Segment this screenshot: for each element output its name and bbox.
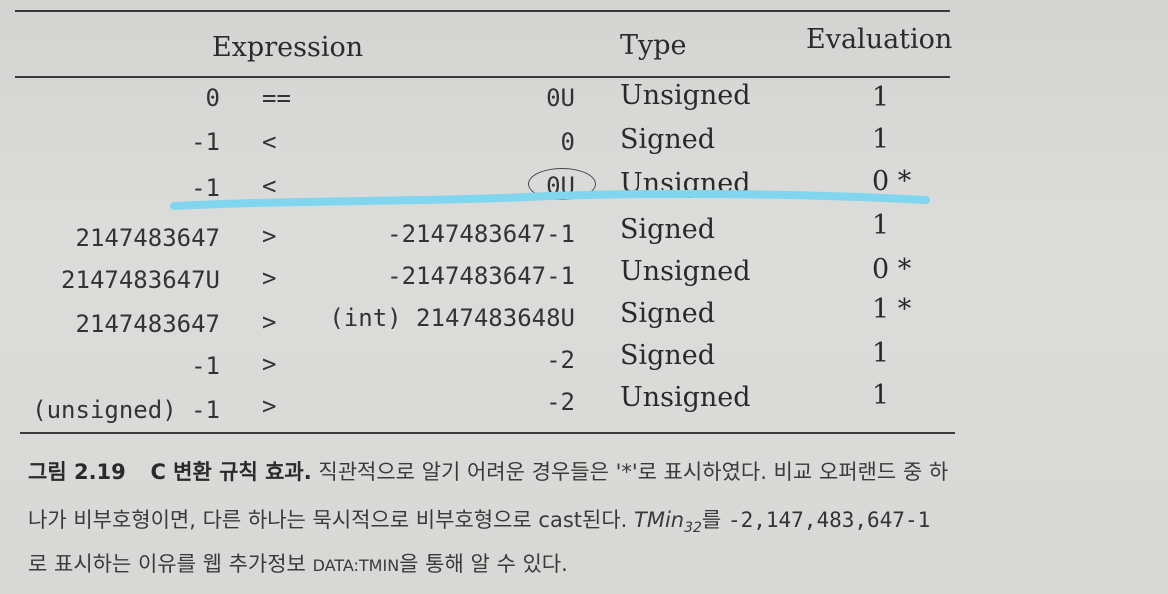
type-cell: Signed (620, 298, 716, 329)
left-operand: -1 (191, 352, 220, 380)
table-top-rule (15, 10, 950, 12)
type-cell: Signed (620, 124, 716, 155)
caption-text: 을 통해 알 수 있다. (399, 552, 568, 576)
evaluation-cell: 0 * (872, 254, 912, 285)
type-cell: Signed (620, 214, 716, 245)
web-reference: DATA:TMIN (312, 556, 400, 575)
table-row: 2147483647U > -2147483647-1 Unsigned 0 * (0, 254, 1000, 302)
evaluation-cell: 1 (872, 124, 890, 155)
left-operand: 2147483647 (75, 310, 221, 338)
figure-label: 그림 2.19 (28, 460, 126, 484)
table-row: -1 > -2 Signed 1 (0, 338, 1000, 390)
right-operand: -2 (546, 388, 575, 416)
left-operand: 2147483647U (61, 266, 220, 294)
right-operand: -2147483647-1 (387, 220, 575, 248)
type-cell: Unsigned (620, 80, 751, 111)
header-type: Type (620, 30, 687, 61)
right-operand: -2147483647-1 (387, 262, 575, 290)
operator: == (262, 84, 291, 112)
evaluation-cell: 1 (872, 338, 890, 369)
figure-title: C 변환 규칙 효과. (150, 460, 312, 484)
left-operand: -1 (191, 128, 220, 156)
table-row: 0 == 0U Unsigned 1 (0, 80, 1000, 126)
operator: > (262, 392, 277, 420)
header-evaluation: Evaluation (806, 24, 953, 55)
caption-text: 나가 비부호형이면, 다른 하나는 묵시적으로 비부호형으로 cast된다. (28, 508, 628, 532)
operator: > (262, 222, 277, 250)
figure-caption-line-1: 그림 2.19 C 변환 규칙 효과. 직관적으로 알기 어려운 경우들은 '*… (28, 456, 1168, 486)
caption-text: 로 표시하는 이유를 웹 추가정보 (28, 552, 306, 576)
table-bottom-rule (20, 432, 955, 434)
operator: > (262, 308, 277, 336)
type-cell: Unsigned (620, 382, 751, 413)
left-operand: (unsigned) -1 (32, 396, 220, 424)
operator: < (262, 172, 277, 200)
right-operand: (int) 2147483648U (329, 304, 575, 332)
right-operand: 0 (560, 128, 575, 156)
table-row: 2147483647 > -2147483647-1 Signed 1 (0, 210, 1000, 258)
table-row: 2147483647 > (int) 2147483648U Signed 1 … (0, 294, 1000, 346)
operator: > (262, 350, 277, 378)
operator: < (262, 128, 277, 156)
right-operand: -2 (546, 346, 575, 374)
right-operand: 0U (546, 84, 575, 112)
operator: > (262, 264, 277, 292)
table-header-rule (15, 76, 950, 78)
table-row: (unsigned) -1 > -2 Unsigned 1 (0, 380, 1000, 434)
caption-text: 를 (701, 508, 722, 532)
tmin-symbol: TMin (634, 508, 685, 532)
evaluation-cell: 1 (872, 380, 890, 411)
type-cell: Unsigned (620, 256, 751, 287)
left-operand: 0 (205, 84, 220, 112)
type-cell: Signed (620, 340, 716, 371)
evaluation-cell: 1 (872, 210, 890, 241)
figure-caption-line-3: 로 표시하는 이유를 웹 추가정보 DATA:TMIN을 통해 알 수 있다. (28, 548, 1168, 578)
caption-text: 직관적으로 알기 어려운 경우들은 '*'로 표시하였다. 비교 오퍼랜드 중 … (318, 460, 949, 484)
left-operand: -1 (191, 174, 220, 202)
figure-caption-line-2: 나가 비부호형이면, 다른 하나는 묵시적으로 비부호형으로 cast된다. T… (28, 504, 1168, 536)
tmin-value: -2,147,483,647-1 (727, 508, 931, 532)
table-row: -1 < 0 Signed 1 (0, 124, 1000, 170)
evaluation-cell: 1 (872, 82, 890, 113)
evaluation-cell: 1 * (872, 294, 912, 325)
tmin-subscript: 32 (684, 520, 702, 537)
highlighter-stroke (170, 190, 930, 210)
left-operand: 2147483647 (75, 224, 221, 252)
evaluation-cell: 0 * (872, 166, 912, 197)
header-expression: Expression (212, 32, 364, 63)
